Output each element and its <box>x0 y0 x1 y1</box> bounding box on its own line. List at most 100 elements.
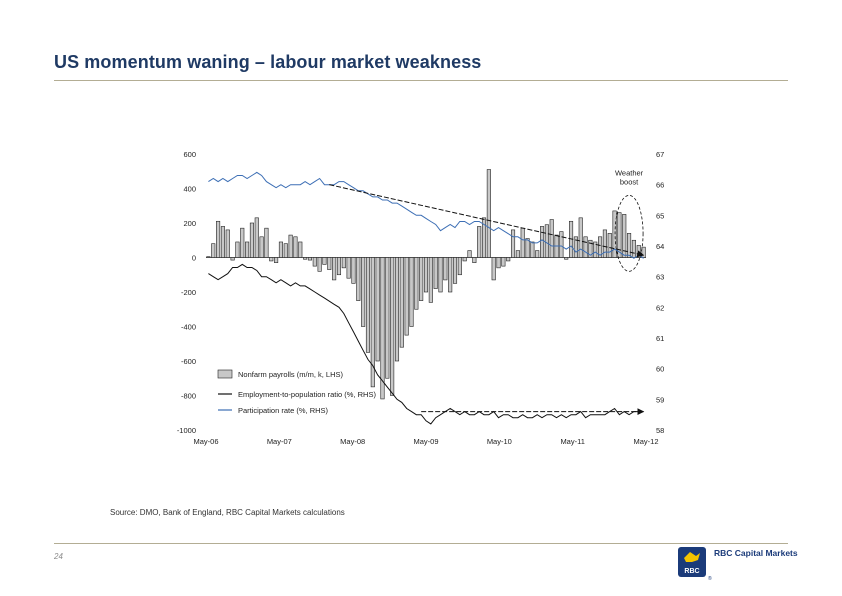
payroll-bar <box>245 241 250 258</box>
left-tick-label: 0 <box>192 254 196 263</box>
payroll-bar <box>544 224 549 258</box>
right-tick-label: 60 <box>656 365 664 374</box>
payroll-bar <box>448 257 453 293</box>
payroll-bar <box>409 257 414 327</box>
payroll-bar <box>346 257 351 279</box>
payroll-bar <box>588 239 593 258</box>
legend-swatch-bars <box>217 369 233 379</box>
payroll-bar <box>520 227 525 258</box>
logo-lion-icon <box>684 552 700 562</box>
payroll-bar <box>206 256 211 258</box>
payroll-bar <box>535 250 540 258</box>
payroll-bar <box>361 257 366 327</box>
payroll-bar <box>462 257 467 262</box>
x-tick-label: May-10 <box>487 437 512 446</box>
payroll-bar <box>496 257 501 269</box>
left-tick-label: 400 <box>183 185 196 194</box>
payroll-bar <box>438 257 443 293</box>
legend-layer: Nonfarm payrolls (m/m, k, LHS) Employment… <box>217 369 376 415</box>
payroll-bar <box>506 257 511 262</box>
x-tick-label: May-08 <box>340 437 365 446</box>
payroll-bar <box>264 227 269 258</box>
payroll-bar <box>394 257 400 362</box>
payroll-bar <box>380 257 385 400</box>
payroll-bar <box>312 257 317 267</box>
payroll-bar <box>540 226 545 258</box>
right-tick-label: 67 <box>656 150 664 159</box>
payroll-bar <box>216 220 221 258</box>
payroll-bar <box>404 257 409 336</box>
payroll-bar <box>477 226 482 258</box>
payroll-bar <box>235 241 240 258</box>
bars-layer <box>206 169 646 400</box>
right-tick-label: 61 <box>656 334 664 343</box>
payroll-bar <box>278 241 283 258</box>
x-tick-label: May-07 <box>267 437 292 446</box>
payroll-bar <box>491 257 496 281</box>
payroll-bar <box>322 257 327 265</box>
left-tick-label: 600 <box>183 150 196 159</box>
lines-layer <box>208 171 644 425</box>
payroll-bar <box>283 243 288 258</box>
payroll-bar <box>515 250 520 258</box>
payroll-bar <box>530 241 535 258</box>
annotation-label: boost <box>620 177 639 186</box>
payroll-bar <box>327 257 332 270</box>
payroll-bar <box>578 217 583 258</box>
payroll-bar <box>593 241 598 258</box>
payroll-bar <box>433 257 438 289</box>
left-tick-label: -400 <box>181 323 196 332</box>
payroll-bar <box>351 257 356 284</box>
payroll-bar <box>481 217 487 258</box>
payroll-bar <box>428 257 433 303</box>
title-divider <box>54 80 788 81</box>
payroll-bar <box>525 238 530 258</box>
right-tick-label: 59 <box>656 395 664 404</box>
payroll-bar <box>631 239 636 258</box>
payroll-bar <box>452 257 458 284</box>
payroll-bar <box>612 210 617 258</box>
payroll-bar <box>336 257 342 276</box>
left-tick-label: -1000 <box>177 426 196 435</box>
payroll-bar <box>641 246 646 258</box>
x-tick-label: May-12 <box>633 437 658 446</box>
source-note: Source: DMO, Bank of England, RBC Capita… <box>110 508 345 517</box>
logo-registered-symbol: ® <box>708 575 712 582</box>
legend-label-payrolls: Nonfarm payrolls (m/m, k, LHS) <box>238 370 344 379</box>
payroll-bar <box>443 257 448 281</box>
payroll-bar <box>240 227 245 258</box>
logo-text: RBC Capital Markets <box>714 548 798 558</box>
payroll-bar <box>249 222 254 258</box>
payroll-bar <box>573 236 578 258</box>
payroll-bar <box>486 169 491 258</box>
payroll-bar <box>564 257 569 260</box>
right-tick-label: 63 <box>656 273 664 282</box>
x-tick-label: May-11 <box>560 437 584 446</box>
payroll-bar <box>419 257 424 301</box>
left-tick-label: -800 <box>181 392 196 401</box>
payroll-bar <box>332 257 337 281</box>
payroll-bar <box>385 257 390 379</box>
payroll-bar <box>269 257 274 262</box>
left-tick-label: 200 <box>183 219 196 228</box>
payroll-bar <box>390 257 395 396</box>
left-tick-label: -200 <box>181 288 196 297</box>
weather-boost-ellipse <box>614 194 644 272</box>
payroll-bar <box>211 243 216 258</box>
employment-ratio-line <box>208 263 644 425</box>
participation-rate-line <box>208 171 644 259</box>
payroll-bar <box>288 234 293 258</box>
payroll-bar <box>467 250 472 258</box>
payroll-bar <box>225 229 230 258</box>
slide-title: US momentum waning – labour market weakn… <box>54 52 482 72</box>
payroll-bar <box>583 236 588 258</box>
payroll-bar <box>457 257 462 276</box>
payroll-bar <box>293 236 298 258</box>
payroll-bar <box>627 233 632 258</box>
payroll-bar <box>298 241 303 258</box>
payroll-bar <box>220 226 225 258</box>
right-tick-label: 58 <box>656 426 664 435</box>
payroll-bar <box>472 257 477 263</box>
payroll-bar <box>356 257 361 301</box>
